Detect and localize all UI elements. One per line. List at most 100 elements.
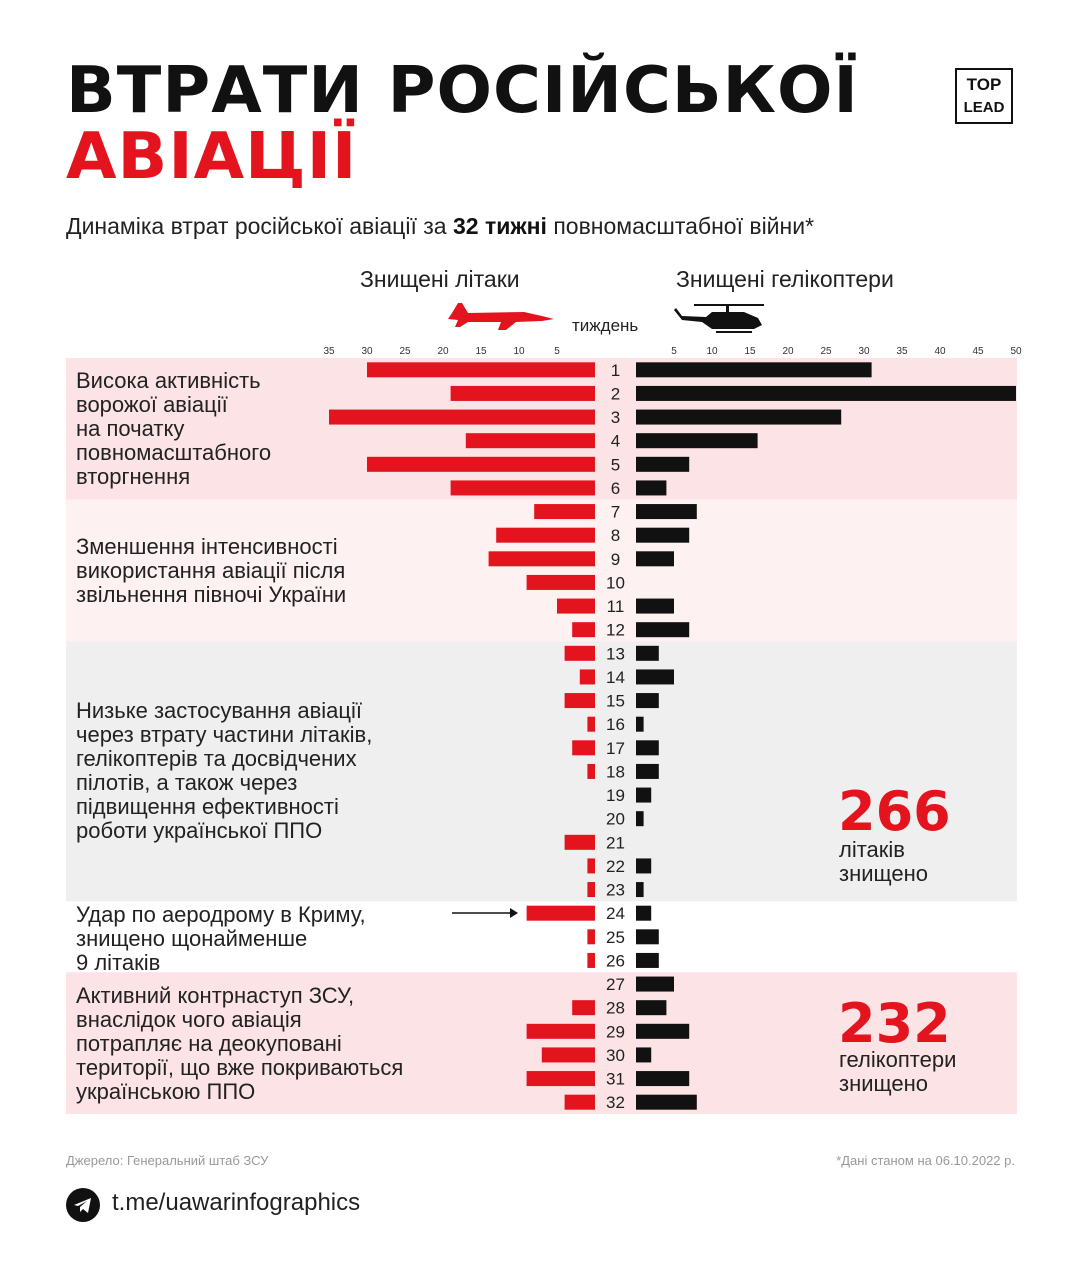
helicopter-bar-week-7 [636, 504, 697, 520]
helicopter-bar-week-27 [636, 976, 674, 992]
week-label-5: 5 [611, 455, 620, 474]
week-label-27: 27 [606, 975, 625, 994]
week-label-31: 31 [606, 1070, 625, 1089]
plane-bar-week-11 [557, 598, 595, 614]
telegram-icon[interactable] [66, 1188, 100, 1222]
phase-band-1 [66, 358, 1017, 500]
week-label-15: 15 [606, 692, 625, 711]
title-line-1: ВТРАТИ РОСІЙСЬКОЇ [66, 54, 859, 128]
airplane-icon [448, 303, 554, 330]
plane-bar-week-13 [564, 645, 595, 661]
helicopter-bar-week-6 [636, 480, 667, 496]
left-axis-tick: 25 [399, 346, 411, 357]
plane-bar-week-2 [450, 385, 595, 401]
plane-bar-week-12 [572, 622, 595, 638]
plane-bar-week-8 [496, 527, 595, 543]
helicopter-bar-week-11 [636, 598, 674, 614]
helicopter-bar-week-32 [636, 1094, 697, 1110]
week-label-1: 1 [611, 361, 620, 380]
data-date-note: *Дані станом на 06.10.2022 р. [836, 1153, 1015, 1168]
logo-bottom-text: LEAD [963, 99, 1005, 116]
plane-bar-week-25 [587, 929, 595, 945]
week-label-14: 14 [606, 668, 625, 687]
phase-band-3 [66, 641, 1017, 902]
plane-bar-week-3 [329, 409, 595, 425]
annotation-phase-3: Низьке застосування авіації через втрату… [76, 698, 373, 843]
week-label-4: 4 [611, 432, 620, 451]
plane-bar-week-14 [579, 669, 595, 685]
helicopter-bar-week-9 [636, 551, 674, 567]
week-label-19: 19 [606, 786, 625, 805]
planes-total-label: літаків знищено [839, 837, 928, 886]
week-label-6: 6 [611, 479, 620, 498]
plane-bar-week-24 [526, 905, 595, 921]
helicopter-icon [674, 304, 764, 333]
subtitle-bold: 32 тижні [452, 213, 547, 239]
plane-bar-week-16 [587, 716, 595, 732]
right-axis-tick: 30 [858, 346, 870, 357]
helicopter-bar-week-12 [636, 622, 690, 638]
planes-column-label: Знищені літаки [360, 266, 520, 292]
week-label-25: 25 [606, 928, 625, 947]
plane-bar-week-28 [572, 1000, 595, 1016]
week-label-8: 8 [611, 526, 620, 545]
planes-total-number: 266 [838, 780, 951, 843]
plane-bar-week-4 [465, 433, 595, 449]
right-axis-tick: 45 [972, 346, 984, 357]
right-axis-tick: 25 [820, 346, 832, 357]
plane-bar-week-10 [526, 574, 595, 590]
helicopter-bar-week-28 [636, 1000, 667, 1016]
plane-bar-week-17 [572, 740, 595, 756]
week-axis-label: тиждень [572, 316, 639, 335]
plane-bar-week-15 [564, 693, 595, 709]
helicopters-total-label: гелікоптери знищено [839, 1047, 957, 1096]
subtitle-after: повномасштабної війни* [546, 213, 815, 239]
helicopter-bar-week-4 [636, 433, 758, 449]
helicopter-bar-week-17 [636, 740, 659, 756]
right-axis-tick: 15 [744, 346, 756, 357]
helicopter-bar-week-3 [636, 409, 842, 425]
plane-bar-week-21 [564, 834, 595, 850]
helicopter-bar-week-19 [636, 787, 652, 803]
plane-bar-week-5 [367, 456, 595, 472]
subtitle: Динаміка втрат російської авіації за 32 … [66, 213, 814, 240]
week-label-3: 3 [611, 408, 620, 427]
plane-bar-week-26 [587, 952, 595, 968]
helicopter-bar-week-29 [636, 1023, 690, 1039]
annotation-phase-1: Висока активність ворожої авіації на поч… [76, 368, 272, 489]
phase-band-5 [66, 972, 1017, 1114]
week-label-16: 16 [606, 715, 625, 734]
week-label-28: 28 [606, 999, 625, 1018]
left-axis-tick: 10 [513, 346, 525, 357]
week-label-23: 23 [606, 881, 625, 900]
helicopter-bar-week-30 [636, 1047, 652, 1063]
left-axis-tick: 15 [475, 346, 487, 357]
plane-bar-week-23 [587, 882, 595, 898]
week-label-32: 32 [606, 1093, 625, 1112]
week-label-30: 30 [606, 1046, 625, 1065]
plane-bar-week-6 [450, 480, 595, 496]
right-axis-tick: 35 [896, 346, 908, 357]
week-label-26: 26 [606, 951, 625, 970]
plane-bar-week-18 [587, 763, 595, 779]
helicopter-bar-week-14 [636, 669, 674, 685]
helicopter-bar-week-23 [636, 882, 644, 898]
week-label-21: 21 [606, 833, 625, 852]
helicopter-bar-week-24 [636, 905, 652, 921]
week-label-17: 17 [606, 739, 625, 758]
helicopter-bar-week-8 [636, 527, 690, 543]
plane-bar-week-22 [587, 858, 595, 874]
helicopter-bar-week-13 [636, 645, 659, 661]
left-axis-tick: 35 [323, 346, 335, 357]
right-axis-tick: 50 [1010, 346, 1022, 357]
telegram-link[interactable]: t.me/uawarinfographics [112, 1189, 361, 1216]
right-axis-tick: 5 [671, 346, 677, 357]
right-axis-tick: 40 [934, 346, 946, 357]
source-note: Джерело: Генеральний штаб ЗСУ [66, 1153, 269, 1168]
plane-bar-week-1 [367, 362, 595, 378]
subtitle-before: Динаміка втрат російської авіації за [66, 213, 453, 239]
helicopter-bar-week-1 [636, 362, 872, 378]
plane-bar-week-31 [526, 1071, 595, 1087]
plane-bar-week-32 [564, 1094, 595, 1110]
